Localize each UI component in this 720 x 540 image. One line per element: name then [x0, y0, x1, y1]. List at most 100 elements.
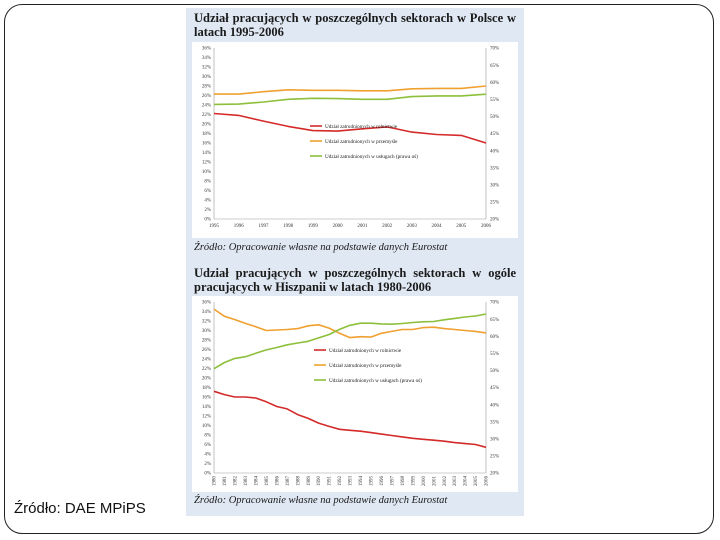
- y-left-tick-label: 18%: [202, 386, 211, 391]
- x-tick-label: 1997: [390, 476, 395, 487]
- legend-label: Udział zatrudnionych w rolnictwie: [329, 348, 402, 354]
- y-right-tick-label: 45%: [490, 386, 499, 391]
- y-left-tick-label: 18%: [202, 132, 211, 137]
- y-left-tick-label: 36%: [202, 301, 211, 306]
- x-tick-label: 1983: [244, 476, 249, 487]
- y-left-tick-label: 16%: [202, 142, 211, 147]
- y-right-tick-label: 30%: [490, 184, 499, 189]
- x-tick-label: 2006: [481, 224, 492, 229]
- y-left-tick-label: 8%: [204, 434, 211, 439]
- x-tick-label: 1996: [380, 476, 385, 487]
- y-right-tick-label: 40%: [490, 403, 499, 408]
- series-line: [213, 390, 487, 449]
- y-right-tick-label: 25%: [490, 455, 499, 460]
- x-tick-label: 1989: [307, 476, 312, 487]
- slide-frame: [4, 4, 714, 534]
- chart-title-poland: Udział pracujących w poszczególnych sekt…: [194, 11, 516, 39]
- x-tick-label: 2000: [422, 476, 427, 487]
- y-right-tick-label: 70%: [490, 301, 499, 306]
- y-right-tick-label: 65%: [490, 64, 499, 69]
- y-left-tick-label: 20%: [202, 123, 211, 128]
- y-left-tick-label: 28%: [202, 85, 211, 90]
- x-tick-label: 1996: [234, 224, 245, 229]
- y-right-tick-label: 65%: [490, 318, 499, 323]
- y-right-tick-label: 20%: [490, 218, 499, 223]
- y-left-tick-label: 2%: [204, 462, 211, 467]
- x-tick-label: 1994: [359, 476, 364, 487]
- y-left-tick-label: 20%: [202, 377, 211, 382]
- y-left-tick-label: 0%: [204, 472, 211, 477]
- y-left-tick-label: 12%: [202, 161, 211, 166]
- x-tick-label: 1988: [296, 476, 301, 487]
- y-right-tick-label: 40%: [490, 149, 499, 154]
- legend-label: Udział zatrudnionych w usługach (prawa o…: [325, 153, 418, 160]
- x-tick-label: 1985: [265, 476, 270, 487]
- x-tick-label: 2003: [407, 224, 418, 229]
- x-tick-label: 2001: [357, 224, 368, 229]
- y-left-tick-label: 30%: [202, 329, 211, 334]
- y-left-tick-label: 14%: [202, 151, 211, 156]
- y-right-tick-label: 30%: [490, 438, 499, 443]
- x-tick-label: 2002: [443, 476, 448, 487]
- y-left-tick-label: 32%: [202, 320, 211, 325]
- y-left-tick-label: 16%: [202, 396, 211, 401]
- x-tick-label: 1982: [234, 476, 239, 487]
- y-right-tick-label: 55%: [490, 352, 499, 357]
- y-left-tick-label: 26%: [202, 348, 211, 353]
- y-left-tick-label: 14%: [202, 405, 211, 410]
- chart-spain: 0% 2% 4% 6% 8% 10% 12% 14% 16% 18% 20% 22% 24% 26% 28%…: [192, 296, 518, 492]
- x-tick-label: 1984: [254, 476, 259, 487]
- x-tick-label: 1998: [401, 476, 406, 487]
- x-tick-label: 1987: [286, 476, 291, 487]
- y-left-tick-label: 26%: [202, 94, 211, 99]
- y-right-tick-label: 50%: [490, 115, 499, 120]
- y-left-tick-label: 22%: [202, 113, 211, 118]
- x-tick-label: 1998: [283, 224, 294, 229]
- chart-source-poland: Źródło: Opracowanie własne na podstawie …: [194, 242, 448, 253]
- y-left-tick-label: 32%: [202, 66, 211, 71]
- x-tick-label: 2004: [432, 224, 443, 229]
- series-line: [213, 313, 487, 370]
- y-left-tick-label: 28%: [202, 339, 211, 344]
- y-left-tick-label: 0%: [204, 218, 211, 223]
- x-tick-label: 2006: [485, 476, 490, 487]
- x-tick-label: 1999: [411, 476, 416, 487]
- chart-poland: 0% 2% 4% 6% 8% 10% 12% 14% 16% 18% 20% 22% 24% 26% 28%…: [192, 42, 518, 238]
- x-tick-label: 1995: [370, 476, 375, 487]
- y-left-tick-label: 30%: [202, 75, 211, 80]
- y-right-tick-label: 35%: [490, 420, 499, 425]
- y-right-tick-label: 20%: [490, 472, 499, 477]
- figure-panel: Udział pracujących w poszczególnych sekt…: [186, 8, 524, 516]
- x-tick-label: 1990: [317, 476, 322, 487]
- x-tick-label: 1995: [209, 224, 220, 229]
- x-tick-label: 2005: [456, 224, 467, 229]
- x-tick-label: 1991: [328, 476, 333, 487]
- y-left-tick-label: 24%: [202, 358, 211, 363]
- x-tick-label: 1993: [349, 476, 354, 487]
- legend-label: Udział zatrudnionych w rolnictwie: [325, 124, 398, 130]
- y-right-tick-label: 70%: [490, 47, 499, 52]
- y-left-tick-label: 2%: [204, 208, 211, 213]
- y-left-tick-label: 36%: [202, 47, 211, 52]
- y-right-tick-label: 60%: [490, 81, 499, 86]
- series-line: [213, 308, 487, 339]
- y-right-tick-label: 50%: [490, 369, 499, 374]
- y-left-tick-label: 6%: [204, 443, 211, 448]
- y-left-tick-label: 4%: [204, 453, 211, 458]
- series-line: [214, 85, 487, 95]
- x-tick-label: 1980: [213, 476, 218, 487]
- y-right-tick-label: 25%: [490, 201, 499, 206]
- y-left-tick-label: 4%: [204, 199, 211, 204]
- x-tick-label: 2001: [432, 476, 437, 487]
- chart-source-spain: Źródło: Opracowanie własne na podstawie …: [194, 495, 448, 506]
- y-right-tick-label: 60%: [490, 335, 499, 340]
- x-tick-label: 2000: [333, 224, 344, 229]
- y-right-tick-label: 45%: [490, 132, 499, 137]
- y-left-tick-label: 22%: [202, 367, 211, 372]
- x-tick-label: 2003: [453, 476, 458, 487]
- y-left-tick-label: 24%: [202, 104, 211, 109]
- chart-title-spain: Udział pracujących w poszczególnych sekt…: [194, 266, 516, 294]
- y-left-tick-label: 6%: [204, 189, 211, 194]
- x-tick-label: 2005: [474, 476, 479, 487]
- y-right-tick-label: 55%: [490, 98, 499, 103]
